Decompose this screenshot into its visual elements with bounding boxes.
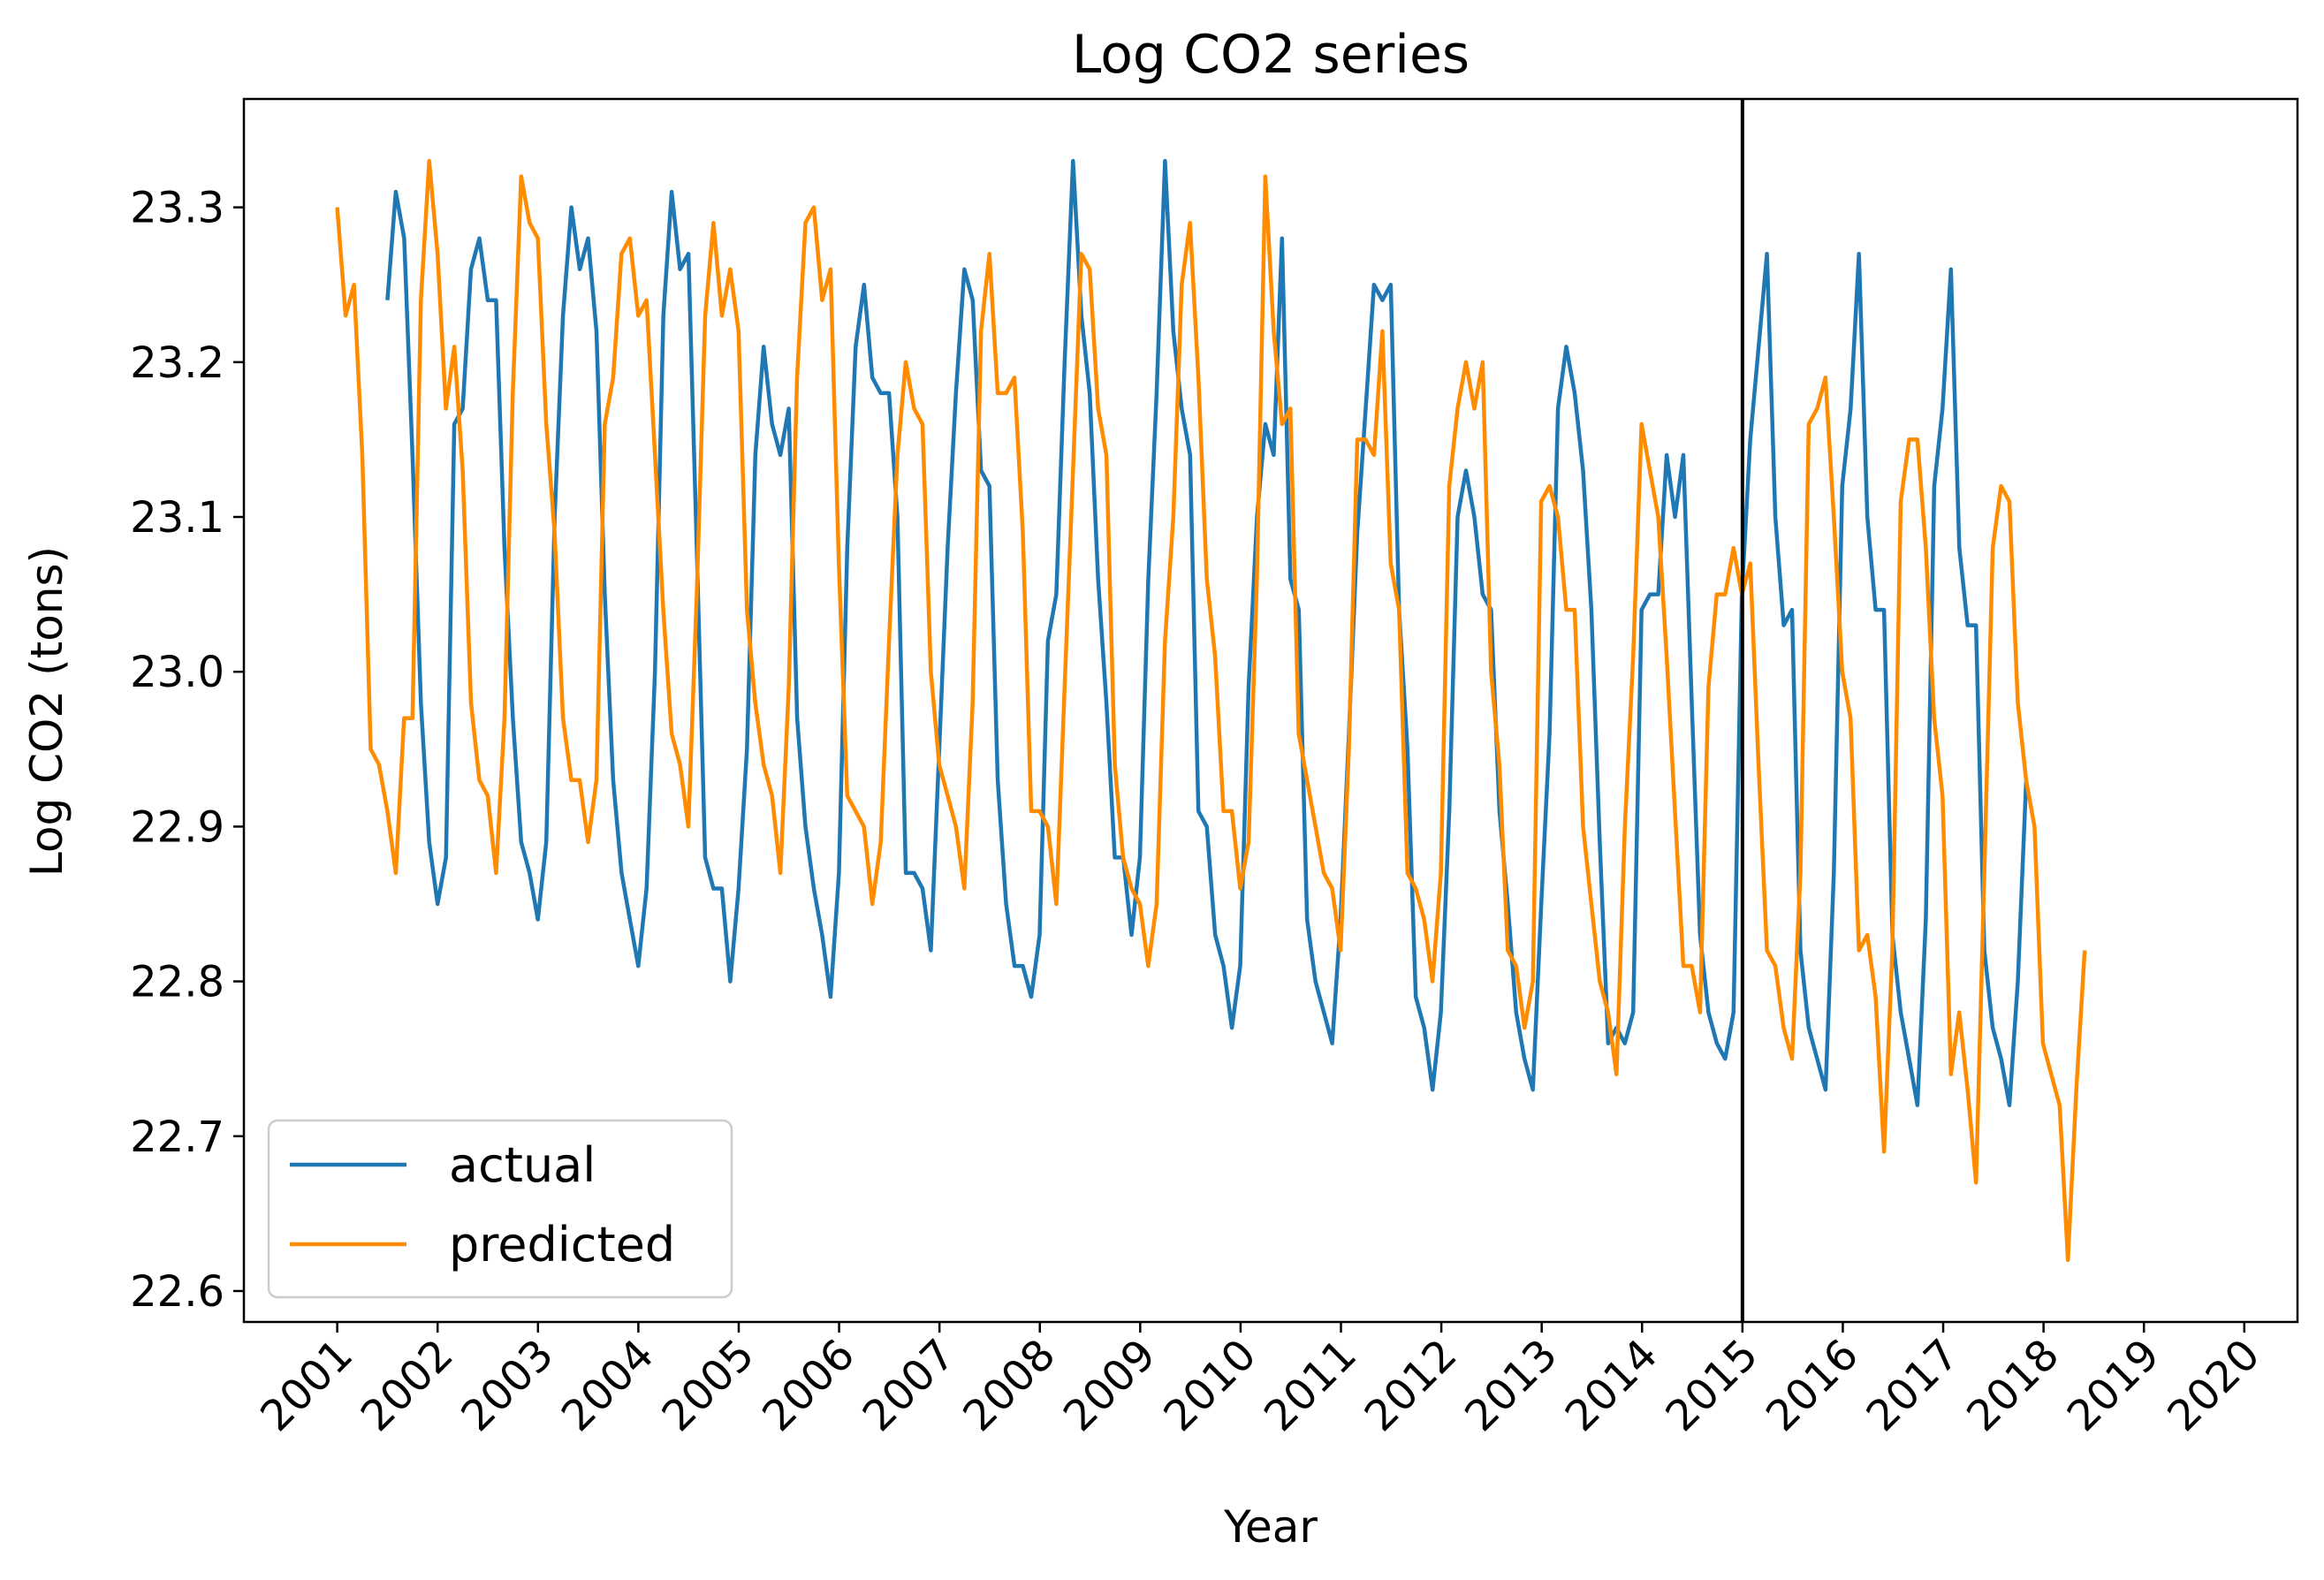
y-tick-label: 22.6: [130, 1267, 224, 1317]
plot-area: [335, 99, 2087, 1322]
y-axis: 22.6 22.7 22.8 22.9 23.0 23.1 23.2 23.3: [130, 184, 244, 1317]
y-tick-label: 22.9: [130, 802, 224, 852]
chart-title: Log CO2 series: [1072, 24, 1470, 86]
y-axis-label: Log CO2 (tons): [21, 546, 72, 877]
legend-actual-label: actual: [449, 1137, 596, 1193]
legend: actual predicted: [267, 1119, 733, 1299]
y-tick-label: 23.2: [130, 338, 224, 388]
series-actual-line: [385, 158, 2029, 1107]
y-tick-label: 23.3: [130, 184, 224, 233]
y-tick-label: 22.7: [130, 1113, 224, 1162]
series-predicted-line: [335, 158, 2087, 1263]
legend-predicted-label: predicted: [449, 1217, 675, 1272]
y-tick-label: 23.0: [130, 648, 224, 697]
plot-frame: [242, 97, 2299, 1324]
y-tick-label: 22.8: [130, 958, 224, 1007]
x-axis-label: Year: [1223, 1501, 1318, 1553]
y-tick-label: 23.1: [130, 493, 224, 543]
